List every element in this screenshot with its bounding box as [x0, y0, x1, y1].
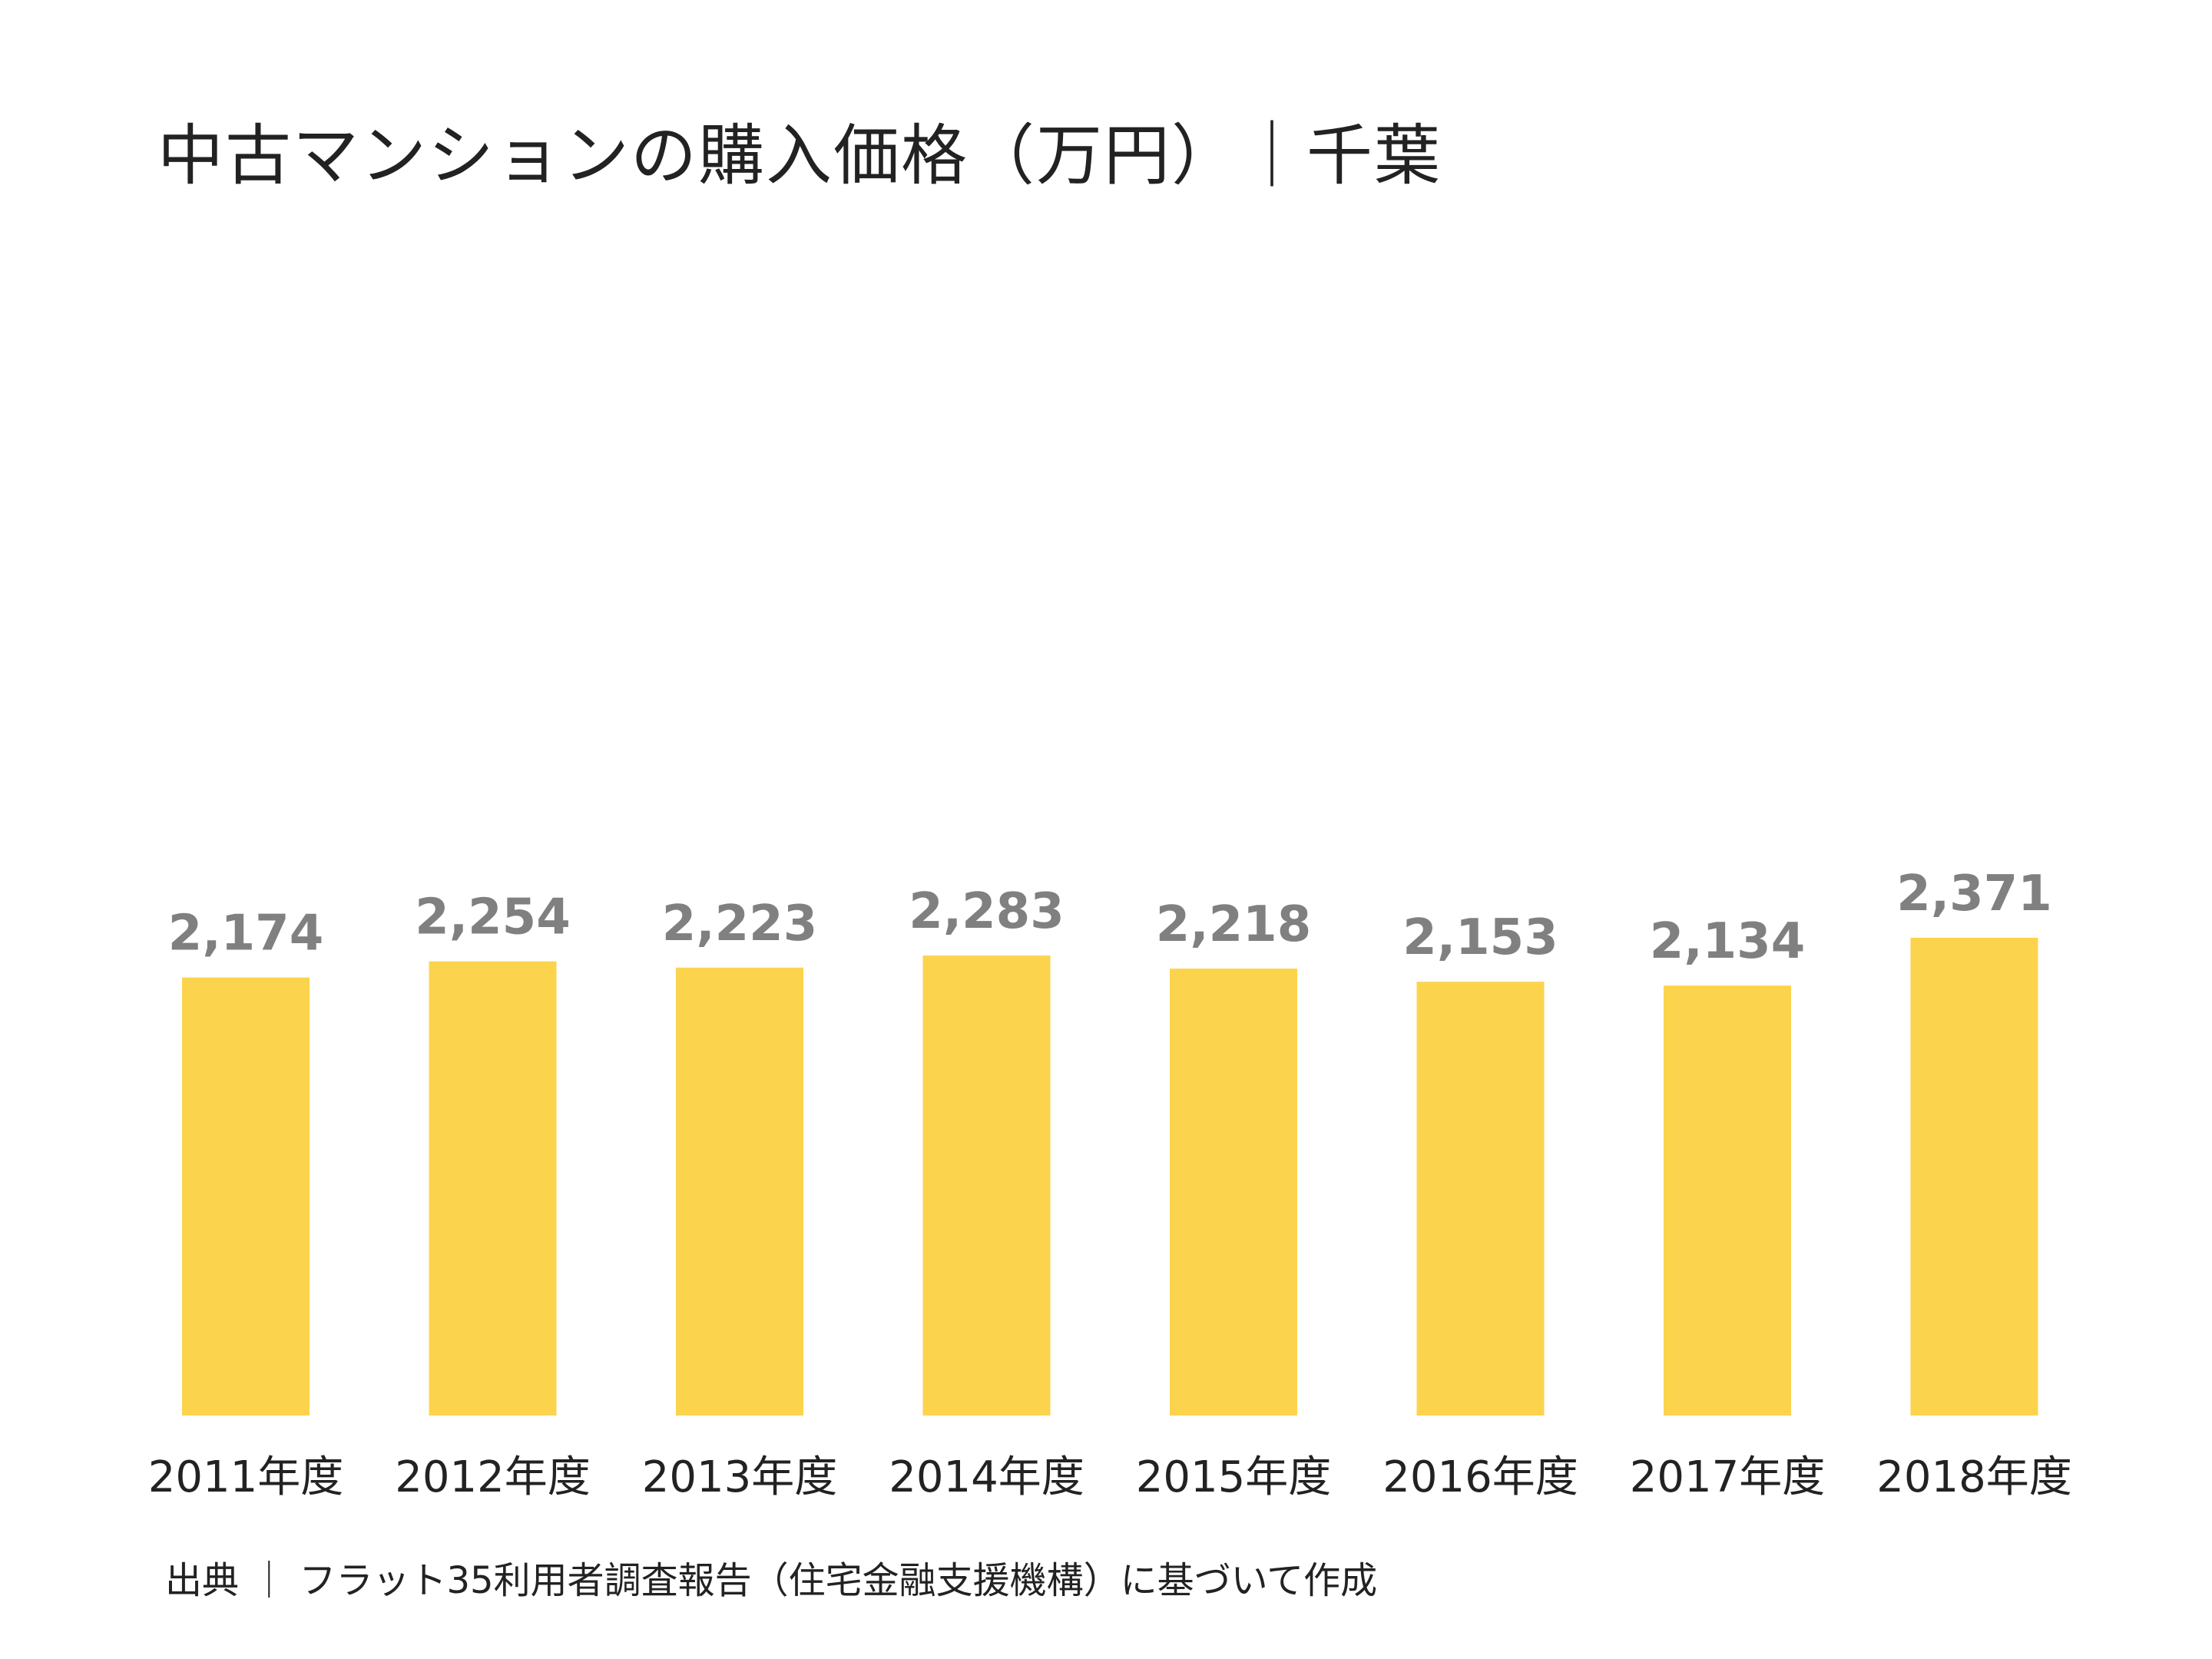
bars-group [182, 938, 2038, 1416]
bar-2014年度 [922, 955, 1051, 1416]
value-label: 2,371 [1896, 866, 2051, 922]
value-labels-group: 2,174 2,254 2,223 2,283 2,218 2,153 2,134 2,371 [168, 866, 2052, 970]
value-label: 2,254 [415, 889, 570, 946]
bar-2016年度 [1416, 982, 1545, 1416]
value-label: 2,283 [909, 883, 1064, 940]
value-label: 2,153 [1402, 909, 1558, 966]
category-label: 2013年度 [642, 1452, 838, 1502]
bar-2013年度 [676, 967, 803, 1416]
category-label: 2018年度 [1876, 1452, 2072, 1502]
category-label: 2016年度 [1382, 1452, 1578, 1502]
value-label: 2,174 [168, 906, 323, 962]
category-label: 2015年度 [1136, 1452, 1332, 1502]
bar-2018年度 [1910, 938, 2038, 1416]
bar-2015年度 [1170, 969, 1297, 1416]
category-label: 2017年度 [1630, 1452, 1826, 1502]
category-label: 2011年度 [148, 1452, 344, 1502]
category-label: 2012年度 [395, 1452, 591, 1502]
value-label: 2,218 [1156, 896, 1311, 953]
category-label: 2014年度 [889, 1452, 1084, 1502]
value-label: 2,223 [662, 896, 817, 952]
bar-2011年度 [182, 977, 310, 1416]
category-labels-group: 2011年度 2012年度 2013年度 2014年度 2015年度 2016年度 2017… [148, 1452, 2072, 1502]
chart-title: 中古マンションの購入価格（万円）｜千葉 [157, 118, 1442, 194]
value-label: 2,134 [1650, 913, 1805, 970]
source-note: 出典 ｜ フラット35利用者調査報告（住宅金融支援機構）に基づいて作成 [165, 1559, 1378, 1602]
bar-2017年度 [1664, 985, 1791, 1416]
bar-2012年度 [429, 961, 557, 1416]
